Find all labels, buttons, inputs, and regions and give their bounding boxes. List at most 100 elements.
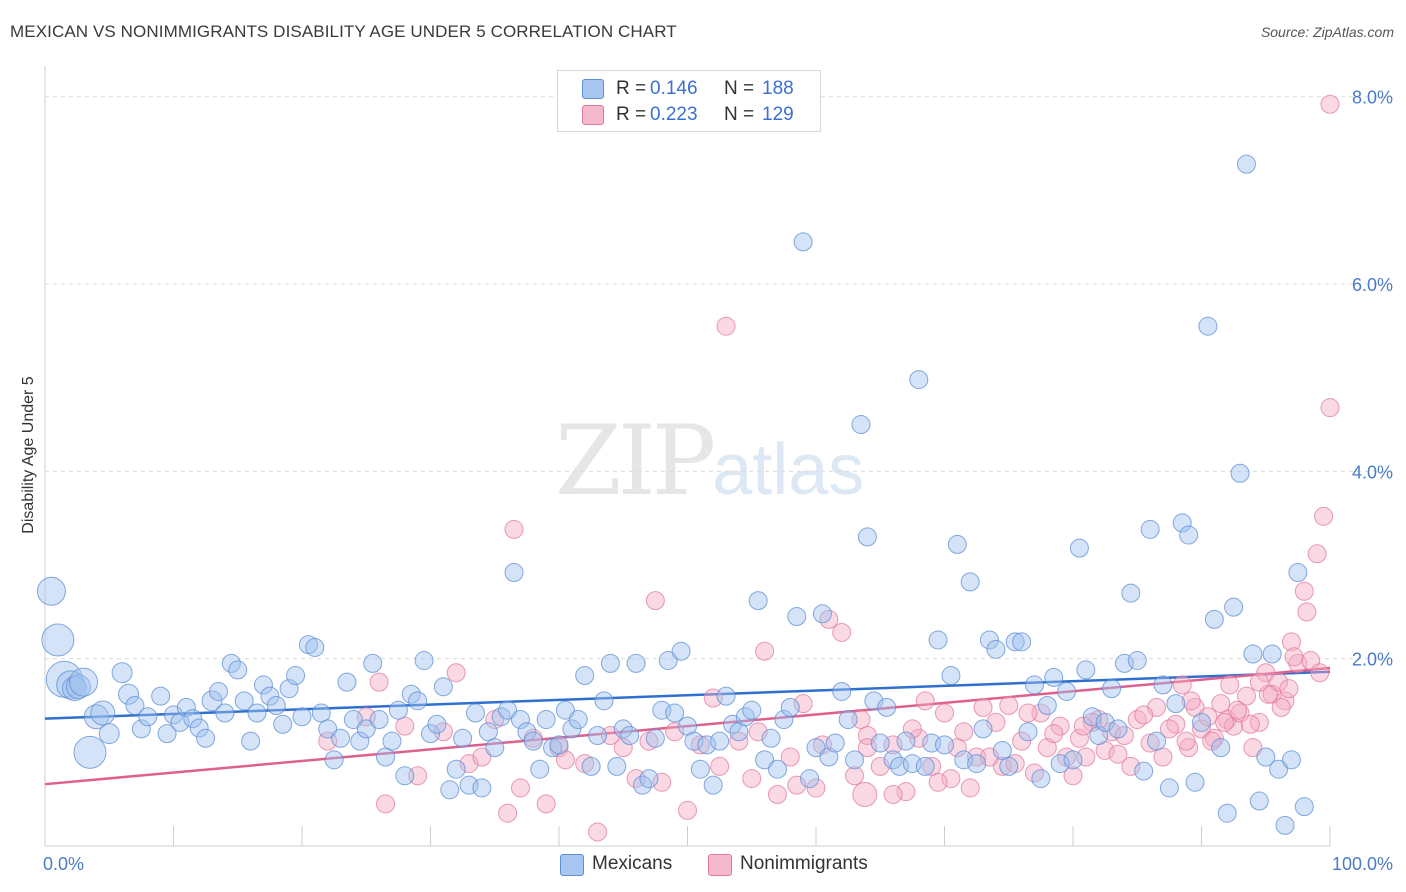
point-mexicans <box>755 750 775 770</box>
point-mexicans <box>954 750 974 770</box>
point-mexicans <box>41 623 75 657</box>
legend-r-label: R = <box>616 104 647 125</box>
point-nonimmigrants <box>1243 738 1263 758</box>
point-mexicans <box>189 718 209 738</box>
point-mexicans <box>311 703 331 723</box>
point-mexicans <box>433 677 453 697</box>
legend-r-value: 0.146 <box>650 78 698 99</box>
point-nonimmigrants <box>652 772 672 792</box>
watermark-zip: ZIP <box>555 405 716 517</box>
point-nonimmigrants <box>935 703 954 723</box>
chart-title: MEXICAN VS NONIMMIGRANTS DISABILITY AGE … <box>10 22 677 41</box>
point-mexicans <box>498 700 518 720</box>
point-mexicans <box>967 754 987 774</box>
point-mexicans <box>1057 681 1077 701</box>
y-tick-label: 8.0% <box>1352 88 1393 108</box>
point-nonimmigrants <box>1310 663 1330 683</box>
point-nonimmigrants <box>1181 691 1201 711</box>
legend-swatch-mexicans <box>582 79 604 99</box>
point-mexicans <box>947 534 967 554</box>
point-mexicans <box>697 735 717 755</box>
point-mexicans <box>877 697 897 717</box>
trend-lines <box>44 666 1331 786</box>
point-nonimmigrants <box>755 641 775 661</box>
point-mexicans <box>1063 750 1083 770</box>
bottom-legend-label-mexicans: Mexicans <box>592 853 673 874</box>
point-mexicans <box>1031 769 1051 789</box>
x-tick-label: 0.0% <box>43 854 84 874</box>
point-nonimmigrants <box>857 738 877 758</box>
point-mexicans <box>234 691 254 711</box>
point-nonimmigrants <box>1037 738 1057 758</box>
point-nonimmigrants <box>1269 672 1289 692</box>
point-mexicans <box>131 719 151 739</box>
point-mexicans <box>408 691 428 711</box>
point-nonimmigrants <box>678 800 697 820</box>
point-nonimmigrants <box>645 591 665 611</box>
point-mexicans <box>1192 712 1211 732</box>
point-mexicans <box>626 653 646 673</box>
point-nonimmigrants <box>665 722 685 742</box>
point-nonimmigrants <box>1215 712 1235 732</box>
x-tick-label: 100.0% <box>1332 854 1393 874</box>
point-nonimmigrants <box>1307 544 1327 564</box>
point-mexicans <box>973 719 993 739</box>
point-mexicans <box>118 683 140 705</box>
point-nonimmigrants <box>1044 724 1064 744</box>
point-mexicans <box>684 731 704 751</box>
point-nonimmigrants <box>1320 94 1340 114</box>
point-mexicans <box>337 672 357 692</box>
point-mexicans <box>1140 519 1160 539</box>
point-mexicans <box>111 662 133 684</box>
point-nonimmigrants <box>1153 747 1173 767</box>
point-mexicans <box>1217 803 1237 823</box>
point-nonimmigrants <box>1063 766 1083 786</box>
axes <box>44 66 1331 847</box>
point-nonimmigrants <box>1159 719 1179 739</box>
point-mexicans <box>690 759 710 779</box>
point-mexicans <box>1294 797 1314 817</box>
point-mexicans <box>581 756 601 776</box>
point-mexicans <box>292 707 312 727</box>
point-mexicans <box>1121 583 1141 603</box>
point-mexicans <box>208 681 228 701</box>
point-mexicans <box>1024 675 1044 695</box>
point-mexicans <box>151 686 171 706</box>
point-mexicans <box>600 653 620 673</box>
point-mexicans <box>851 415 871 435</box>
point-mexicans <box>716 686 736 706</box>
point-mexicans <box>356 719 376 739</box>
point-mexicans <box>395 766 415 786</box>
point-mexicans <box>350 731 370 751</box>
point-mexicans <box>1224 597 1244 617</box>
point-mexicans <box>1288 563 1308 583</box>
point-mexicans <box>607 756 627 776</box>
trend-line-nonimmigrants <box>44 666 1331 786</box>
watermark: ZIPatlas <box>555 405 864 517</box>
point-mexicans <box>620 725 640 745</box>
point-mexicans <box>710 731 730 751</box>
point-nonimmigrants <box>1256 663 1276 683</box>
point-mexicans <box>440 780 460 800</box>
point-mexicans <box>1159 778 1179 798</box>
point-mexicans <box>183 709 203 729</box>
point-mexicans <box>253 675 273 695</box>
point-mexicans <box>36 576 66 606</box>
point-nonimmigrants <box>1192 719 1211 739</box>
point-nonimmigrants <box>780 747 800 767</box>
point-nonimmigrants <box>1249 672 1269 692</box>
point-mexicans <box>421 724 440 744</box>
point-mexicans <box>215 703 235 723</box>
point-mexicans <box>446 759 466 779</box>
point-mexicans <box>90 700 116 726</box>
data-points <box>36 94 1340 842</box>
point-mexicans <box>478 722 498 742</box>
point-mexicans <box>832 681 852 701</box>
point-nonimmigrants <box>498 803 518 823</box>
point-nonimmigrants <box>1140 733 1160 753</box>
point-mexicans <box>1172 513 1192 533</box>
point-mexicans <box>1204 609 1224 629</box>
point-mexicans <box>1012 632 1032 652</box>
point-nonimmigrants <box>1176 731 1196 751</box>
point-nonimmigrants <box>941 769 961 789</box>
